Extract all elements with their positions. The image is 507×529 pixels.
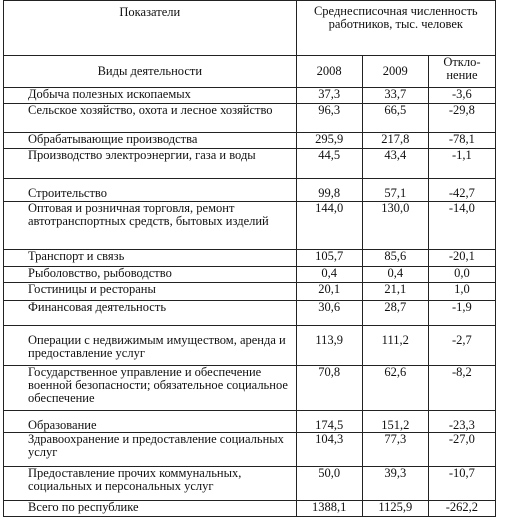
row-activity-name: Сельское хозяйство, охота и лесное хозяй… xyxy=(3,103,297,133)
row-deviation: -2,7 xyxy=(427,325,497,366)
table-row: Государственное управление и обеспечение… xyxy=(3,365,497,411)
row-value-2008: 144,0 xyxy=(295,201,363,250)
employment-table: Показатели Среднесписочная численность р… xyxy=(3,0,497,517)
row-deviation: -10,7 xyxy=(427,466,497,501)
table-row: Гостиницы и рестораны 20,1 21,1 1,0 xyxy=(3,282,497,301)
row-value-2008: 99,8 xyxy=(295,178,363,202)
row-activity-name: Государственное управление и обеспечение… xyxy=(3,365,297,411)
row-value-2009: 130,0 xyxy=(361,201,429,250)
row-value-2009: 111,2 xyxy=(361,325,429,366)
row-value-2009: 151,2 xyxy=(361,410,429,433)
row-total-2009: 1125,9 xyxy=(361,500,429,517)
header-year-2008: 2008 xyxy=(295,55,363,88)
row-total-name: Всего по республике xyxy=(3,500,297,517)
row-activity-name: Здравоохранение и предоставление социаль… xyxy=(3,432,297,467)
row-value-2009: 62,6 xyxy=(361,365,429,411)
header-row-sub: Виды деятельности 2008 2009 Откло-нение xyxy=(3,55,497,88)
row-value-2008: 295,9 xyxy=(295,132,363,149)
row-value-2009: 21,1 xyxy=(361,282,429,301)
row-activity-name: Транспорт и связь xyxy=(3,249,297,267)
row-value-2009: 39,3 xyxy=(361,466,429,501)
row-value-2008: 70,8 xyxy=(295,365,363,411)
row-value-2009: 217,8 xyxy=(361,132,429,149)
row-activity-name: Финансовая деятельность xyxy=(3,300,297,326)
row-activity-name: Строительство xyxy=(3,178,297,202)
row-deviation: -1,9 xyxy=(427,300,497,326)
row-activity-name: Гостиницы и рестораны xyxy=(3,282,297,301)
row-value-2008: 30,6 xyxy=(295,300,363,326)
table-row: Образование 174,5 151,2 -23,3 xyxy=(3,410,497,433)
row-total-2008: 1388,1 xyxy=(295,500,363,517)
table-row: Транспорт и связь 105,7 85,6 -20,1 xyxy=(3,249,497,267)
row-activity-name: Рыболовство, рыбоводство xyxy=(3,266,297,283)
row-value-2009: 0,4 xyxy=(361,266,429,283)
row-deviation: 1,0 xyxy=(427,282,497,301)
header-deviation: Откло-нение xyxy=(427,55,497,88)
table-row: Финансовая деятельность 30,6 28,7 -1,9 xyxy=(3,300,497,326)
row-value-2008: 105,7 xyxy=(295,249,363,267)
header-activities: Виды деятельности xyxy=(3,55,297,88)
row-deviation: -27,0 xyxy=(427,432,497,467)
row-activity-name: Производство электроэнергии, газа и воды xyxy=(3,148,297,179)
row-value-2008: 0,4 xyxy=(295,266,363,283)
row-value-2009: 66,5 xyxy=(361,103,429,133)
table-row: Производство электроэнергии, газа и воды… xyxy=(3,148,497,179)
row-value-2009: 33,7 xyxy=(361,87,429,104)
row-value-2008: 104,3 xyxy=(295,432,363,467)
row-deviation: -78,1 xyxy=(427,132,497,149)
row-value-2009: 28,7 xyxy=(361,300,429,326)
table-row: Обрабатывающие производства 295,9 217,8 … xyxy=(3,132,497,149)
table-row: Добыча полезных ископаемых 37,3 33,7 -3,… xyxy=(3,87,497,104)
row-deviation: -29,8 xyxy=(427,103,497,133)
row-value-2009: 43,4 xyxy=(361,148,429,179)
table-row: Сельское хозяйство, охота и лесное хозяй… xyxy=(3,103,497,133)
row-deviation: -3,6 xyxy=(427,87,497,104)
row-activity-name: Добыча полезных ископаемых xyxy=(3,87,297,104)
row-value-2008: 174,5 xyxy=(295,410,363,433)
row-value-2009: 77,3 xyxy=(361,432,429,467)
header-group-title: Среднесписочная численность работников, … xyxy=(295,0,497,56)
row-value-2008: 50,0 xyxy=(295,466,363,501)
row-activity-name: Оптовая и розничная торговля, ремонт авт… xyxy=(3,201,297,250)
row-deviation: -20,1 xyxy=(427,249,497,267)
table-row: Здравоохранение и предоставление социаль… xyxy=(3,432,497,467)
row-deviation: -23,3 xyxy=(427,410,497,433)
table-row: Операции с недвижимым имуществом, аренда… xyxy=(3,325,497,366)
row-activity-name: Предоставление прочих коммунальных, соци… xyxy=(3,466,297,501)
header-indicators: Показатели xyxy=(3,0,297,56)
row-deviation: -8,2 xyxy=(427,365,497,411)
row-activity-name: Образование xyxy=(3,410,297,433)
row-activity-name: Обрабатывающие производства xyxy=(3,132,297,149)
row-value-2009: 57,1 xyxy=(361,178,429,202)
row-deviation: -42,7 xyxy=(427,178,497,202)
row-deviation: -1,1 xyxy=(427,148,497,179)
row-value-2009: 85,6 xyxy=(361,249,429,267)
row-total-deviation: -262,2 xyxy=(427,500,497,517)
row-value-2008: 113,9 xyxy=(295,325,363,366)
row-value-2008: 37,3 xyxy=(295,87,363,104)
row-activity-name: Операции с недвижимым имуществом, аренда… xyxy=(3,325,297,366)
row-value-2008: 20,1 xyxy=(295,282,363,301)
table-row-total: Всего по республике 1388,1 1125,9 -262,2 xyxy=(3,500,497,517)
row-deviation: -14,0 xyxy=(427,201,497,250)
table-row: Рыболовство, рыбоводство 0,4 0,4 0,0 xyxy=(3,266,497,283)
table-row: Строительство 99,8 57,1 -42,7 xyxy=(3,178,497,202)
table-row: Предоставление прочих коммунальных, соци… xyxy=(3,466,497,501)
table-row: Оптовая и розничная торговля, ремонт авт… xyxy=(3,201,497,250)
header-year-2009: 2009 xyxy=(361,55,429,88)
row-value-2008: 96,3 xyxy=(295,103,363,133)
row-value-2008: 44,5 xyxy=(295,148,363,179)
header-row-top: Показатели Среднесписочная численность р… xyxy=(3,0,497,56)
row-deviation: 0,0 xyxy=(427,266,497,283)
